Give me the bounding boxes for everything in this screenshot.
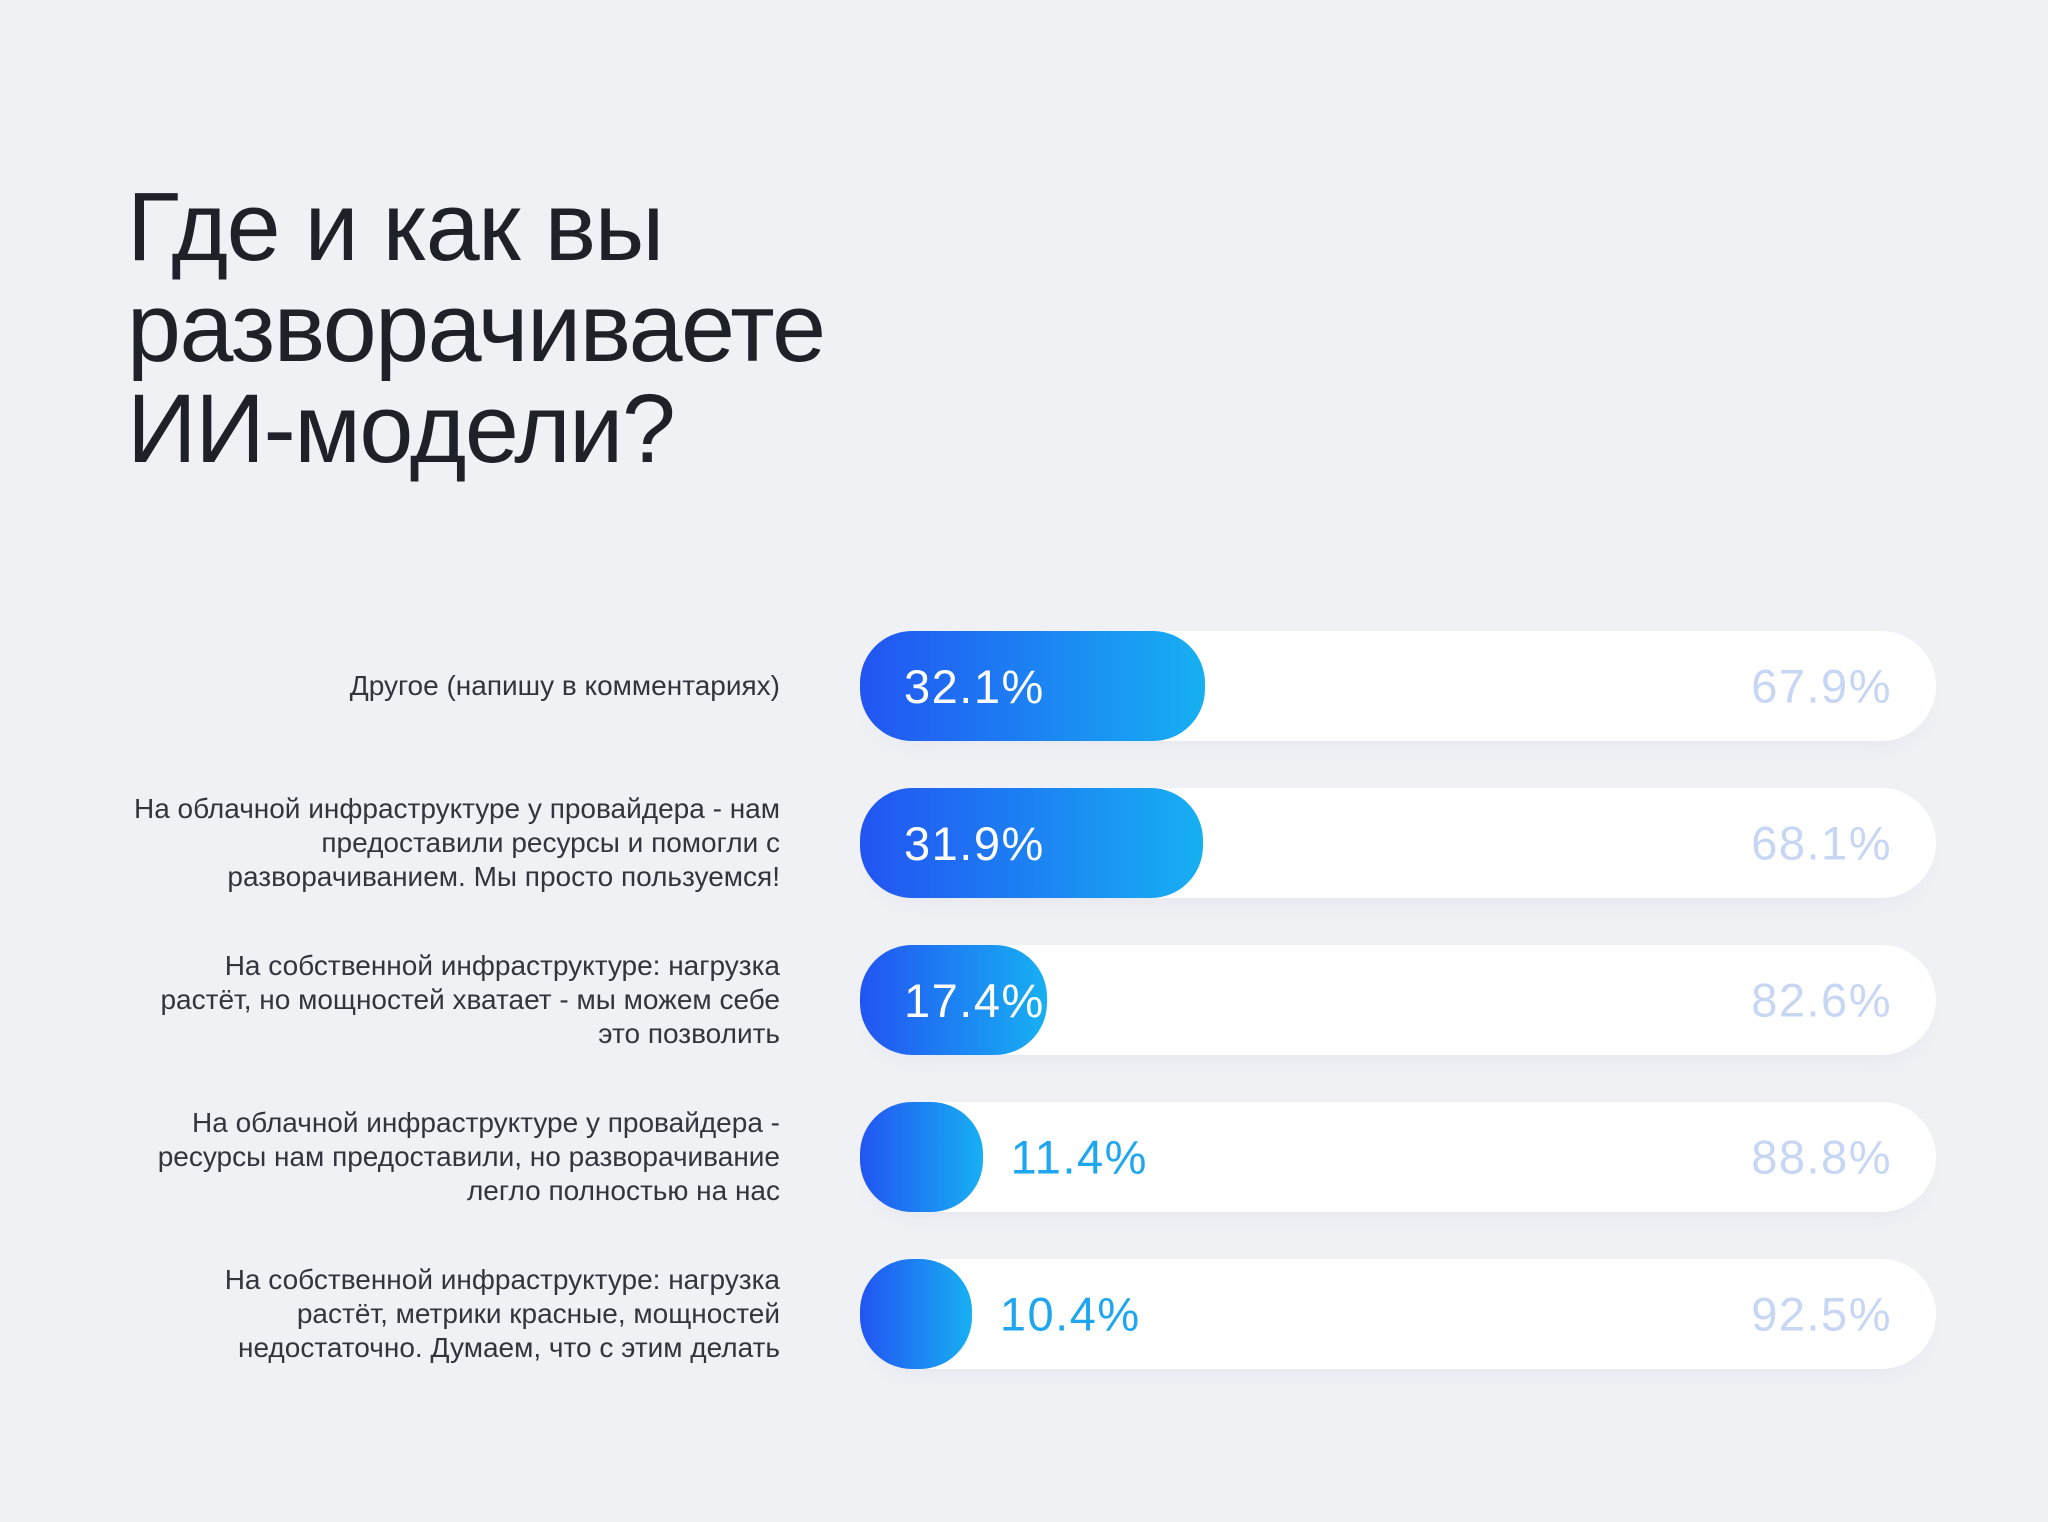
bar-row: Другое (напишу в комментариях) 32.1% 67.9%	[127, 631, 1936, 741]
bar-row: На собственной инфраструктуре: нагрузка …	[127, 1259, 1936, 1369]
bar-track: 17.4% 82.6%	[860, 945, 1936, 1055]
bar-track: 32.1% 67.9%	[860, 631, 1936, 741]
bar-track: 10.4% 92.5%	[860, 1259, 1936, 1369]
bar-chart: Другое (напишу в комментариях) 32.1% 67.9%…	[127, 631, 1936, 1369]
bar-category-label: Другое (напишу в комментариях)	[349, 669, 780, 701]
bar-fill: 32.1%	[860, 631, 1206, 741]
bar-row: На собственной инфраструктуре: нагрузка …	[127, 945, 1936, 1055]
bar-row: На облачной инфраструктуре у провайдера …	[127, 1102, 1936, 1212]
title-line-3: ИИ-модели?	[127, 373, 676, 483]
bar-remainder-label: 68.1%	[1751, 816, 1892, 870]
bar-category-label: На облачной инфраструктуре у провайдера …	[157, 1106, 780, 1207]
bar-category-label: На облачной инфраструктуре у провайдера …	[133, 792, 780, 893]
bar-remainder-label: 82.6%	[1751, 973, 1892, 1027]
title-line-2: разворачиваете	[127, 272, 826, 382]
bar-value-label: 11.4%	[1010, 1130, 1148, 1184]
bar-fill: 31.9%	[860, 788, 1204, 898]
bar-track: 31.9% 68.1%	[860, 788, 1936, 898]
bar-value-label: 32.1%	[904, 659, 1045, 713]
bar-category-label: На собственной инфраструктуре: нагрузка …	[160, 949, 780, 1050]
bar-value-label: 31.9%	[904, 816, 1045, 870]
title-line-1: Где и как вы	[127, 171, 664, 281]
bar-value-label: 10.4%	[999, 1287, 1141, 1341]
bar-value-label: 17.4%	[904, 973, 1045, 1027]
bar-row: На облачной инфраструктуре у провайдера …	[127, 788, 1936, 898]
bar-remainder-label: 88.8%	[1751, 1130, 1892, 1184]
page-title: Где и как вы разворачиваете ИИ-модели?	[127, 176, 826, 483]
bar-fill	[860, 1259, 972, 1369]
bar-remainder-label: 67.9%	[1751, 659, 1892, 713]
bar-remainder-label: 92.5%	[1751, 1287, 1892, 1341]
bar-fill: 17.4%	[860, 945, 1048, 1055]
bar-track: 11.4% 88.8%	[860, 1102, 1936, 1212]
bar-fill	[860, 1102, 983, 1212]
bar-category-label: На собственной инфраструктуре: нагрузка …	[224, 1263, 780, 1364]
